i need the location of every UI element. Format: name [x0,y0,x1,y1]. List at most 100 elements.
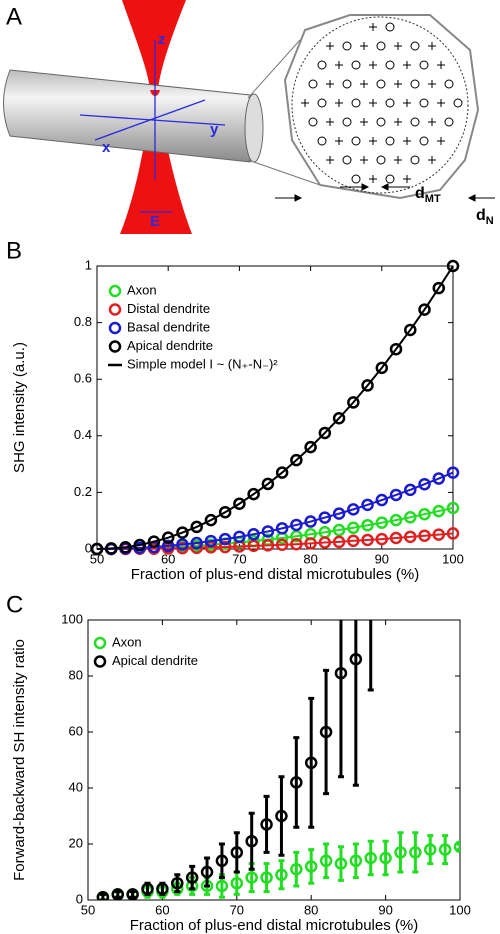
x-tick-label: 70 [232,551,246,566]
symbol-plus [360,80,368,88]
data-point [446,466,460,479]
error-bar [278,775,285,857]
data-point [304,860,318,873]
data-point [349,854,363,868]
cylinder-end [244,93,264,163]
symbol-minus [410,79,420,89]
data-point [432,528,446,541]
symbol-plus [335,137,343,145]
symbol-minus [453,98,463,108]
legend-marker [108,284,122,298]
legend-label: Axon [112,634,142,649]
data-point [304,756,318,770]
data-point [389,488,403,502]
error-bar [114,890,121,899]
data-point [332,535,346,549]
axis-label: y [210,121,219,138]
data-point [290,530,303,543]
data-point [245,834,258,848]
error-bar [263,862,270,894]
symbol-minus [385,60,395,70]
data-point [418,477,431,491]
symbol-plus [403,137,411,145]
x-axis-label: Fraction of plus-end distal microtubules… [131,566,419,583]
symbol-plus [369,61,377,69]
symbol-minus [385,22,395,32]
symbol-plus [360,118,368,126]
symbol-minus [444,79,454,89]
symbol-plus [403,99,411,107]
symbol-plus [394,118,402,126]
data-point [190,520,203,534]
x-tick-label: 50 [90,551,104,566]
data-point [290,537,303,551]
error-bar [129,890,136,899]
symbol-minus [444,117,454,127]
symbol-plus [428,80,436,88]
data-point [318,426,332,440]
x-tick-label: 60 [161,551,175,566]
symbol-plus [394,80,402,88]
symbol-plus [428,156,436,164]
data-point [404,323,417,337]
data-point [218,532,232,546]
data-point [215,854,229,868]
data-point [218,540,232,554]
symbol-plus [369,175,377,183]
symbol-plus [437,99,445,107]
dimension-label: dN [476,207,494,227]
data-point [204,513,218,527]
data-point [318,536,332,549]
plot-area [90,259,460,556]
data-point [190,536,203,550]
data-point [319,854,333,868]
data-point [347,534,360,548]
data-point [96,890,110,900]
data-point [404,483,417,497]
symbol-minus [385,98,395,108]
symbol-plus [326,42,334,50]
data-point [290,776,303,789]
legend-label: Basal dendrite [127,319,210,334]
legend-marker [93,655,107,668]
symbol-minus [376,117,386,127]
symbol-plus [403,175,411,183]
data-point [409,846,422,859]
error-bar [189,864,196,891]
error-bar [457,842,460,852]
error-bar [233,831,240,874]
data-point [185,871,199,884]
y-tick-label: 40 [69,779,83,794]
error-bar [337,845,344,882]
error-bar [293,736,300,829]
error-bar [352,842,359,880]
error-bar [308,696,315,829]
panel-a: A z y x E dMT dN [3,0,495,234]
error-bar [367,620,374,692]
data-point [379,851,392,865]
error-bar [204,856,211,888]
error-bar [218,842,225,880]
symbol-plus [437,137,445,145]
data-point [90,542,104,556]
symbol-minus [317,60,327,70]
data-point [161,531,175,544]
symbol-plus [403,61,411,69]
symbol-minus [308,79,318,89]
series-line [97,532,454,550]
symbol-minus [342,117,352,127]
symbol-plus [428,118,436,126]
data-point [389,342,403,356]
symbol-minus [351,136,361,146]
axes [79,40,226,213]
x-tick-label: 80 [303,551,317,566]
data-point [418,529,431,542]
error-bar [382,839,389,877]
data-point [104,542,118,555]
data-point [375,516,389,529]
symbol-plus [326,118,334,126]
data-point [176,538,189,551]
symbol-minus [376,79,386,89]
data-point [261,477,275,491]
symbol-minus [342,79,352,89]
